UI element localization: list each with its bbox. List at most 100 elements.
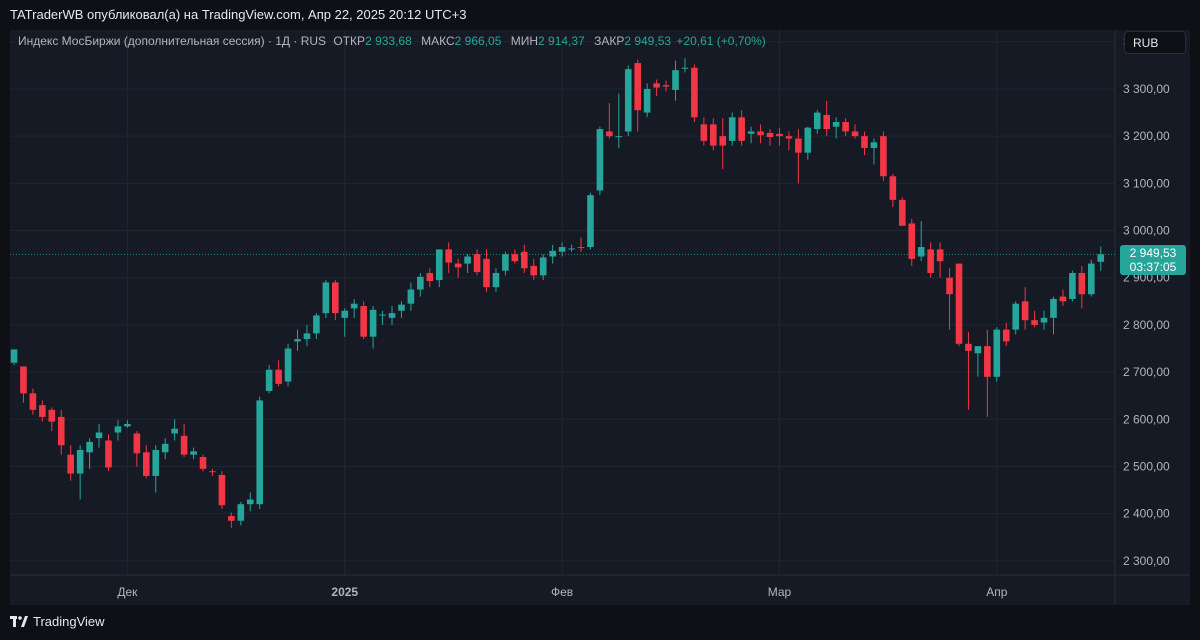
legend-symbol: Индекс МосБиржи (дополнительная сессия) … bbox=[18, 34, 327, 48]
candle-body bbox=[842, 122, 849, 132]
candle-body bbox=[558, 247, 566, 252]
time-axis-label: Дек bbox=[117, 585, 138, 599]
candle-body bbox=[672, 70, 679, 90]
candle-body bbox=[776, 133, 783, 137]
price-axis-label: 2 400,00 bbox=[1123, 507, 1170, 521]
time-axis-label: Фев bbox=[551, 585, 573, 599]
currency-button[interactable]: RUB bbox=[1124, 31, 1186, 54]
candle-body bbox=[1088, 263, 1095, 295]
candle-body bbox=[596, 129, 604, 191]
candle-body bbox=[199, 457, 207, 469]
candle-body bbox=[993, 329, 1001, 377]
candle-body bbox=[369, 309, 377, 337]
candle-body bbox=[294, 339, 301, 342]
candlestick-chart[interactable]: 3 400,003 300,003 200,003 100,003 000,00… bbox=[10, 30, 1190, 605]
candle-body bbox=[624, 69, 632, 132]
price-axis-label: 2 600,00 bbox=[1123, 412, 1170, 426]
candle-body bbox=[10, 349, 18, 363]
legend-open-value: 2 933,68 bbox=[365, 34, 412, 48]
candle-body bbox=[341, 310, 349, 318]
bar-countdown: 03:37:05 bbox=[1129, 260, 1177, 275]
candle-body bbox=[785, 136, 793, 139]
candle-body bbox=[218, 474, 226, 506]
legend-close-label: ЗАКР bbox=[594, 34, 625, 48]
publisher-line: TATraderWB опубликовал(а) на TradingView… bbox=[10, 7, 467, 22]
candle-body bbox=[313, 315, 320, 334]
candle-body bbox=[766, 132, 774, 138]
price-axis-label: 2 700,00 bbox=[1123, 365, 1170, 379]
candle-body bbox=[48, 409, 56, 422]
candle-body bbox=[587, 195, 594, 248]
candle-body bbox=[180, 435, 188, 455]
candle-body bbox=[936, 249, 944, 262]
legend-close-value: 2 949,53 bbox=[624, 34, 672, 48]
candle-body bbox=[549, 250, 556, 257]
candle-body bbox=[29, 393, 37, 410]
candle-body bbox=[681, 67, 689, 69]
candle-body bbox=[190, 451, 197, 455]
candle-body bbox=[67, 454, 74, 474]
candle-body bbox=[577, 247, 585, 249]
candle-body bbox=[152, 449, 160, 476]
candle-body bbox=[105, 440, 112, 468]
legend-low-value: 2 914,37 bbox=[538, 34, 585, 48]
candle-body bbox=[95, 432, 103, 439]
candle-body bbox=[728, 117, 736, 141]
price-axis-label: 3 200,00 bbox=[1123, 129, 1170, 143]
candle-body bbox=[256, 400, 263, 505]
candle-body bbox=[76, 449, 84, 474]
tradingview-logo[interactable]: TradingView bbox=[10, 614, 105, 629]
candle-body bbox=[691, 67, 698, 118]
candle-body bbox=[143, 452, 150, 476]
candle-body bbox=[870, 142, 878, 148]
candle-body bbox=[1031, 320, 1038, 325]
candle-body bbox=[124, 424, 131, 427]
candle-body bbox=[114, 426, 122, 433]
candle-body bbox=[946, 277, 953, 295]
chart-area[interactable]: 3 400,003 300,003 200,003 100,003 000,00… bbox=[10, 30, 1190, 605]
candle-body bbox=[965, 343, 972, 351]
candle-body bbox=[1050, 298, 1057, 318]
tradingview-logo-text: TradingView bbox=[33, 614, 105, 629]
candle-body bbox=[435, 249, 443, 281]
candle-body bbox=[795, 138, 802, 153]
candle-body bbox=[426, 273, 434, 282]
candle-body bbox=[955, 263, 963, 344]
candle-body bbox=[530, 265, 538, 276]
price-axis-label: 2 300,00 bbox=[1123, 554, 1170, 568]
candle-body bbox=[511, 254, 519, 262]
candle-body bbox=[407, 289, 415, 304]
candle-body bbox=[350, 303, 358, 309]
candle-body bbox=[388, 313, 396, 318]
candle-body bbox=[464, 256, 471, 264]
candle-body bbox=[804, 127, 812, 153]
legend-low-label: МИН bbox=[510, 34, 539, 48]
candle-body bbox=[662, 85, 670, 87]
candle-body bbox=[237, 504, 245, 521]
candle-body bbox=[710, 124, 717, 146]
legend-high-label: МАКС bbox=[421, 34, 455, 48]
candle-body bbox=[908, 223, 916, 259]
price-axis-label: 3 000,00 bbox=[1123, 224, 1170, 238]
candle-body bbox=[417, 276, 424, 290]
candle-body bbox=[568, 248, 575, 250]
candle-body bbox=[974, 346, 982, 354]
publisher-bar: TATraderWB опубликовал(а) на TradingView… bbox=[0, 0, 1200, 30]
candle-body bbox=[502, 254, 509, 271]
chart-legend: Индекс МосБиржи (дополнительная сессия) … bbox=[18, 34, 768, 48]
candle-body bbox=[899, 199, 906, 226]
time-axis-label: Апр bbox=[986, 585, 1008, 599]
candle-body bbox=[398, 304, 405, 311]
price-axis-label: 3 300,00 bbox=[1123, 82, 1170, 96]
last-price-tag: 2 949,53 03:37:05 bbox=[1120, 245, 1186, 276]
candle-body bbox=[539, 257, 547, 276]
candle-body bbox=[161, 443, 169, 453]
candle-body bbox=[880, 136, 887, 177]
candle-body bbox=[1040, 317, 1048, 323]
candle-body bbox=[757, 131, 764, 136]
candle-body bbox=[861, 136, 868, 148]
legend-open-label: ОТКР bbox=[333, 34, 366, 48]
legend-high-value: 2 966,05 bbox=[454, 34, 502, 48]
legend-change: +20,61 (+0,70%) bbox=[676, 34, 766, 48]
